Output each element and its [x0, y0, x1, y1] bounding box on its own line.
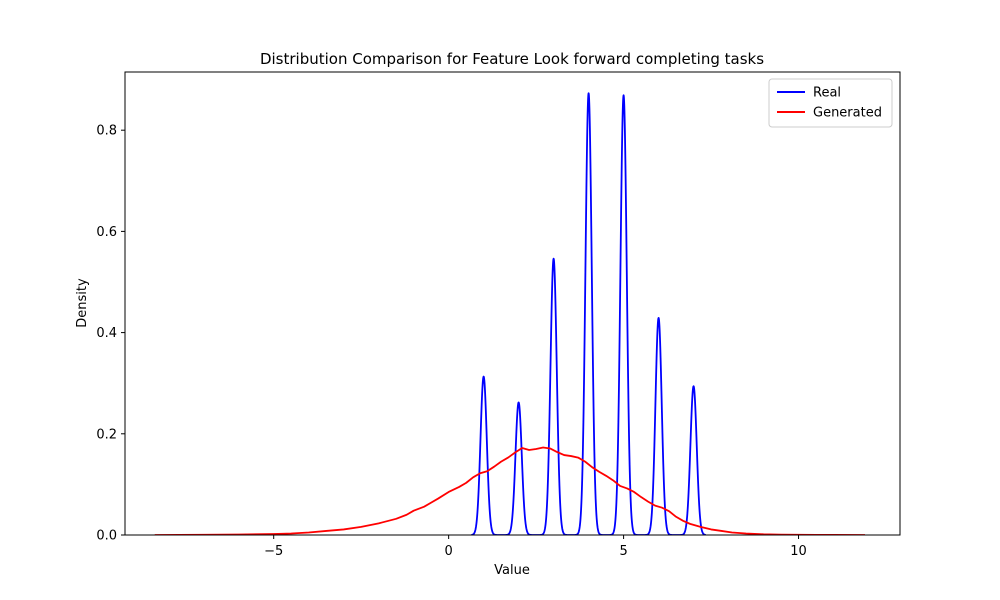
y-tick-label: 0.4 — [96, 326, 117, 341]
x-tick-label: 0 — [445, 544, 453, 559]
x-axis-label: Value — [494, 563, 530, 578]
y-axis-label: Density — [75, 278, 90, 328]
y-tick-label: 0.2 — [96, 427, 117, 442]
y-tick-label: 0.0 — [96, 529, 117, 544]
series-line-real — [470, 92, 707, 535]
y-tick-label: 0.6 — [96, 225, 117, 240]
x-tick-label: 5 — [619, 544, 627, 559]
x-tick-label: −5 — [264, 544, 283, 559]
series-line-generated — [154, 446, 866, 535]
legend-label-generated: Generated — [813, 106, 882, 121]
axes: −5 0 5 10 0.0 0.2 0.4 0.6 0.8 — [96, 71, 901, 559]
legend-label-real: Real — [813, 86, 841, 101]
y-tick-label: 0.8 — [96, 124, 117, 139]
x-tick-label: 10 — [790, 544, 807, 559]
legend: Real Generated — [768, 78, 893, 128]
chart-title: Distribution Comparison for Feature Look… — [260, 50, 764, 68]
plot-frame — [124, 71, 901, 536]
plot-area — [154, 92, 866, 535]
